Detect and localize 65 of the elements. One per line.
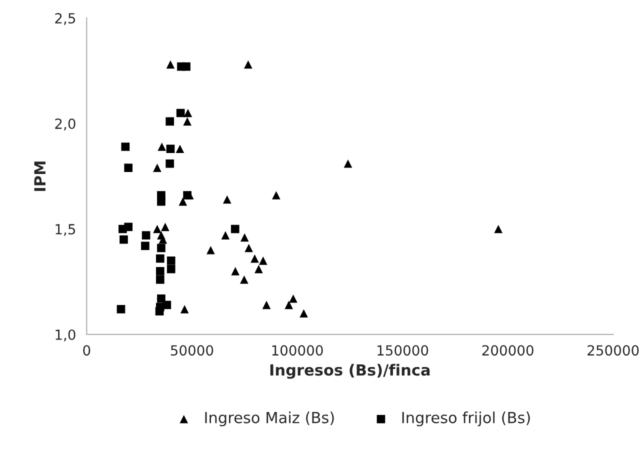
point bbox=[300, 309, 308, 318]
x-tick-label: 250000 bbox=[588, 345, 639, 356]
point bbox=[157, 294, 166, 303]
point bbox=[344, 159, 352, 168]
point bbox=[254, 264, 263, 274]
legend-label: Ingreso Maiz (Bs) bbox=[205, 412, 334, 426]
point bbox=[284, 300, 293, 310]
point bbox=[166, 144, 175, 154]
point bbox=[221, 231, 230, 240]
y-tick-label: 1,0 bbox=[56, 329, 76, 342]
point bbox=[176, 108, 185, 118]
x-axis-title: Ingresos (Bs)/finca bbox=[270, 364, 430, 379]
point bbox=[156, 275, 164, 284]
point bbox=[166, 159, 174, 168]
point bbox=[161, 222, 170, 232]
point bbox=[272, 191, 280, 200]
point bbox=[258, 256, 268, 265]
point bbox=[240, 275, 248, 284]
point bbox=[142, 231, 150, 240]
point bbox=[124, 164, 133, 172]
point bbox=[250, 254, 259, 263]
point bbox=[166, 256, 176, 265]
point bbox=[184, 108, 192, 118]
point bbox=[240, 233, 249, 242]
point bbox=[121, 142, 130, 151]
point bbox=[157, 244, 166, 252]
point bbox=[289, 294, 298, 303]
point bbox=[166, 60, 175, 69]
point bbox=[166, 117, 174, 126]
point bbox=[494, 224, 503, 234]
point bbox=[153, 224, 162, 234]
point bbox=[230, 224, 240, 234]
point bbox=[141, 242, 150, 250]
point bbox=[166, 264, 176, 274]
point bbox=[244, 244, 253, 252]
point bbox=[157, 197, 166, 206]
point bbox=[180, 305, 189, 314]
y-axis-title: IPM bbox=[34, 162, 46, 191]
x-tick-label: 150000 bbox=[378, 345, 428, 356]
point bbox=[116, 305, 126, 314]
point bbox=[176, 144, 184, 154]
point bbox=[262, 300, 271, 310]
point bbox=[156, 267, 164, 276]
point bbox=[158, 142, 166, 151]
point bbox=[120, 235, 128, 244]
point bbox=[153, 164, 162, 172]
y-tick-label: 2,5 bbox=[55, 13, 76, 25]
x-tick-label: 200000 bbox=[482, 345, 534, 356]
legend-label: Ingreso frijol (Bs) bbox=[402, 412, 530, 426]
y-tick-label: 1,5 bbox=[56, 224, 76, 236]
x-tick-label: 0 bbox=[83, 345, 90, 356]
point bbox=[182, 62, 190, 71]
point bbox=[185, 191, 194, 200]
point bbox=[124, 222, 133, 232]
point bbox=[206, 246, 215, 254]
x-tick-label: 100000 bbox=[272, 345, 323, 356]
x-tick-label: 50000 bbox=[170, 345, 214, 356]
point bbox=[244, 60, 252, 69]
point bbox=[183, 117, 192, 126]
point bbox=[222, 195, 232, 204]
point bbox=[231, 267, 240, 276]
point bbox=[156, 254, 164, 263]
point bbox=[178, 197, 188, 206]
point bbox=[156, 302, 164, 312]
y-tick-label: 2,0 bbox=[55, 118, 76, 130]
